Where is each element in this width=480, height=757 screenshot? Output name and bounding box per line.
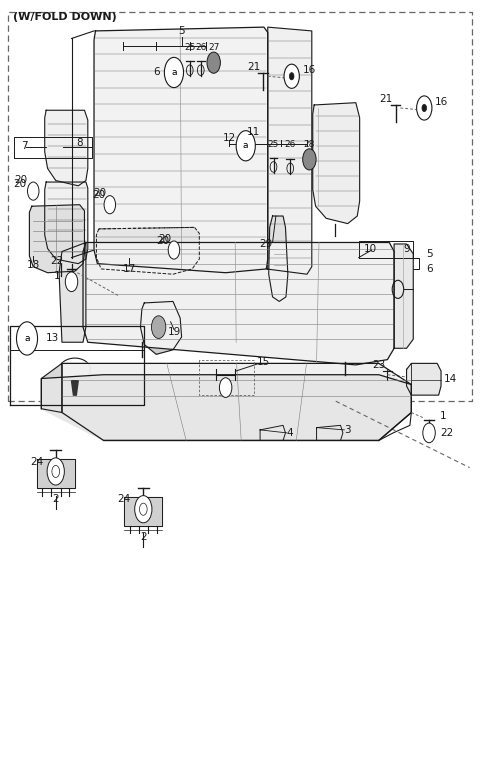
Text: 25: 25: [184, 43, 195, 52]
Text: 12: 12: [223, 133, 236, 143]
Text: 24: 24: [30, 456, 43, 466]
Text: 6: 6: [153, 67, 159, 77]
Text: 20: 20: [156, 236, 169, 246]
Text: 19: 19: [168, 327, 180, 337]
Circle shape: [168, 241, 180, 259]
Text: 20: 20: [13, 179, 26, 188]
Text: 14: 14: [444, 373, 457, 384]
Text: 2: 2: [52, 494, 59, 504]
Polygon shape: [94, 27, 268, 273]
Polygon shape: [141, 301, 181, 354]
Text: 15: 15: [257, 357, 271, 367]
Polygon shape: [96, 227, 199, 274]
Text: 17: 17: [122, 264, 135, 274]
Circle shape: [65, 272, 78, 291]
Text: 6: 6: [427, 264, 433, 274]
Text: 4: 4: [287, 428, 294, 438]
Polygon shape: [124, 497, 162, 526]
Text: 16: 16: [303, 65, 316, 75]
Text: 29: 29: [260, 239, 273, 249]
Text: 21: 21: [379, 94, 393, 104]
Polygon shape: [72, 381, 78, 395]
Polygon shape: [269, 216, 288, 301]
Text: 23: 23: [372, 360, 385, 370]
Polygon shape: [407, 363, 441, 395]
Text: 1: 1: [440, 411, 447, 422]
Circle shape: [104, 195, 116, 213]
Text: 25: 25: [268, 140, 279, 149]
Circle shape: [423, 423, 435, 443]
Text: 3: 3: [344, 425, 351, 435]
Text: 11: 11: [247, 127, 260, 137]
Text: 28: 28: [304, 140, 315, 149]
Text: a: a: [171, 68, 177, 77]
Circle shape: [135, 496, 152, 523]
Text: 26: 26: [285, 140, 296, 149]
Text: 22: 22: [440, 428, 453, 438]
Circle shape: [47, 458, 64, 485]
Text: (W/FOLD DOWN): (W/FOLD DOWN): [12, 12, 117, 22]
Text: 26: 26: [195, 43, 206, 52]
Polygon shape: [394, 244, 413, 348]
Text: 2: 2: [140, 532, 146, 542]
Text: 10: 10: [363, 244, 377, 254]
Polygon shape: [83, 242, 394, 365]
Polygon shape: [29, 204, 84, 273]
Text: 27: 27: [208, 43, 219, 52]
Polygon shape: [62, 363, 411, 441]
Polygon shape: [313, 103, 360, 223]
Text: 20: 20: [92, 190, 106, 200]
Text: 24: 24: [118, 494, 131, 504]
Circle shape: [164, 58, 183, 88]
Text: 20: 20: [94, 188, 107, 198]
Text: 13: 13: [46, 333, 59, 344]
Text: 7: 7: [21, 141, 27, 151]
Text: 5: 5: [178, 26, 185, 36]
Text: 9: 9: [403, 244, 410, 254]
Text: 20: 20: [158, 234, 171, 244]
Circle shape: [207, 52, 220, 73]
Text: a: a: [243, 142, 249, 151]
Circle shape: [27, 182, 39, 200]
Polygon shape: [45, 111, 88, 185]
Text: 20: 20: [14, 175, 27, 185]
Circle shape: [417, 96, 432, 120]
Circle shape: [152, 316, 166, 338]
Circle shape: [289, 73, 294, 80]
Text: 8: 8: [76, 138, 83, 148]
Text: 16: 16: [434, 97, 448, 107]
Circle shape: [16, 322, 37, 355]
Polygon shape: [41, 375, 411, 441]
Polygon shape: [45, 182, 88, 263]
Polygon shape: [59, 242, 86, 342]
Text: 21: 21: [247, 62, 260, 72]
Text: 22: 22: [50, 257, 64, 266]
Text: 1: 1: [54, 272, 60, 282]
Polygon shape: [266, 27, 312, 274]
Polygon shape: [41, 363, 62, 413]
Polygon shape: [36, 459, 75, 488]
Circle shape: [303, 149, 316, 170]
Circle shape: [236, 131, 255, 161]
Text: a: a: [24, 334, 30, 343]
Circle shape: [219, 378, 232, 397]
Circle shape: [422, 104, 427, 111]
Circle shape: [284, 64, 300, 89]
Text: 18: 18: [26, 260, 40, 270]
Text: 5: 5: [427, 249, 433, 259]
